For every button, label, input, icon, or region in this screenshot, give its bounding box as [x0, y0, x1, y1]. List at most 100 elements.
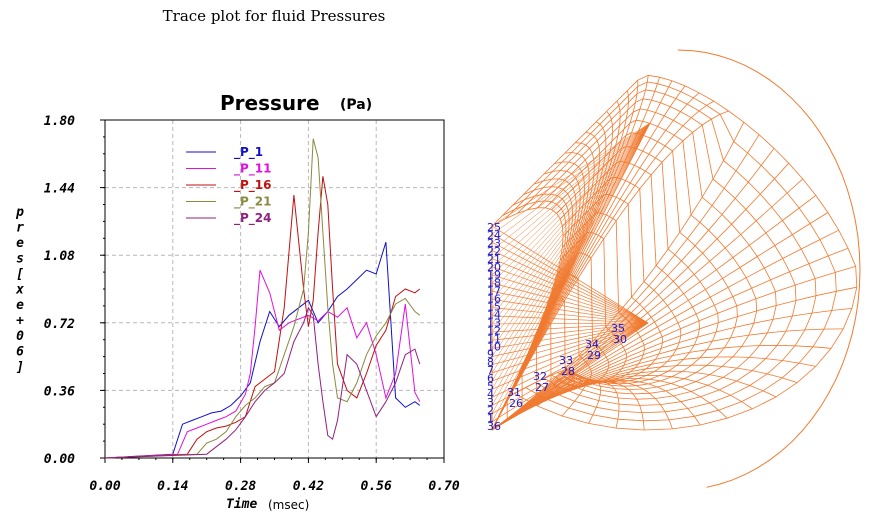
mesh-radial	[491, 122, 651, 325]
mesh-parallel	[528, 98, 797, 406]
mesh-radial	[491, 322, 649, 406]
mesh-radial	[491, 122, 651, 276]
mesh-radial	[491, 322, 649, 398]
mesh-node-label: 10	[487, 340, 501, 353]
mesh-node-label: 13	[487, 316, 501, 329]
mesh-node-label: 9	[487, 348, 494, 361]
y-axis-label-char: 0	[16, 329, 24, 344]
mesh-node-label: 29	[587, 349, 601, 362]
mesh-radial	[491, 299, 649, 324]
mesh-node-label: 33	[559, 354, 573, 367]
mesh-node-label: 27	[535, 381, 549, 394]
mesh-radial	[491, 258, 649, 324]
legend-label: _P_21	[234, 195, 272, 210]
y-axis-label-char: p	[15, 205, 24, 220]
mesh-radial	[491, 250, 649, 324]
mesh-node-label: 17	[487, 285, 501, 298]
mesh-meridian	[491, 134, 760, 431]
mesh-meridian	[491, 85, 686, 431]
mesh-radial	[491, 122, 651, 243]
y-tick-label: 0.36	[44, 384, 75, 399]
legend-label: _P_24	[234, 211, 272, 226]
plot-frame	[104, 119, 445, 459]
mesh-radial	[491, 322, 649, 366]
y-axis-label-char: [	[16, 267, 24, 282]
mesh-radial	[491, 122, 651, 365]
mesh-radial	[491, 122, 651, 406]
mesh-node-label: 12	[487, 324, 501, 337]
mesh-radial	[491, 122, 651, 316]
mesh-radial	[491, 122, 651, 235]
mesh-radial	[491, 122, 651, 292]
y-tick-label: 1.80	[44, 114, 75, 129]
mesh-radial	[491, 322, 649, 374]
mesh-radial	[491, 322, 649, 357]
mesh-node-label: 19	[487, 269, 501, 282]
mesh-node-label: 25	[487, 221, 501, 234]
mesh-node-label: 16	[487, 293, 501, 306]
series-line-p24	[104, 306, 421, 459]
mesh-radial	[491, 122, 651, 374]
mesh-parallel	[491, 74, 858, 431]
mesh-radial	[491, 122, 651, 300]
y-axis-label-char: e	[16, 236, 24, 251]
mesh-node-label: 24	[487, 229, 501, 242]
mesh-radial	[491, 322, 649, 333]
series-line-p1	[104, 241, 421, 459]
mesh-parallel	[551, 132, 738, 390]
mesh-radial	[491, 122, 651, 308]
mesh-diagram: 2524232221201918171615141312111098765432…	[487, 49, 861, 488]
mesh-radial	[491, 122, 651, 357]
y-axis-label-char: x	[15, 283, 24, 298]
y-axis-label-char: ]	[16, 360, 24, 375]
y-axis-label-char: e	[16, 298, 24, 313]
mesh-radial	[491, 307, 649, 324]
mesh-parallel	[556, 252, 610, 387]
mesh-radial	[491, 322, 649, 390]
mesh-node-label: 23	[487, 237, 501, 250]
mesh-radial	[491, 274, 649, 324]
mesh-node-label: 18	[487, 277, 501, 290]
x-tick-label: 0.56	[361, 479, 392, 494]
x-tick-label: 0.00	[89, 479, 120, 494]
mesh-radial	[491, 122, 651, 259]
legend-label: _P_16	[234, 178, 272, 193]
chart-title-unit: (Pa)	[340, 97, 372, 113]
mesh-parallel	[537, 108, 777, 400]
mesh-node-label: 5	[487, 380, 494, 393]
x-tick-label: 0.42	[293, 479, 324, 494]
mesh-radial	[491, 122, 651, 267]
mesh-node-labels: 2524232221201918171615141312111098765432…	[487, 221, 627, 433]
legend-label: _P_11	[234, 162, 272, 177]
mesh-radial	[491, 122, 651, 333]
mesh-node-label: 1	[487, 412, 494, 425]
x-tick-label: 0.14	[157, 479, 188, 494]
mesh-radial	[491, 122, 651, 341]
mesh-radial	[491, 122, 651, 390]
mesh-radial	[491, 122, 651, 382]
mesh-parallel	[556, 145, 719, 387]
mesh-node-label: 8	[487, 356, 494, 369]
mesh-node-label: 15	[487, 301, 501, 314]
mesh-node-label: 30	[613, 333, 627, 346]
mesh-radial	[491, 322, 649, 341]
x-tick-label: 0.28	[225, 479, 256, 494]
mesh-wireframe	[491, 49, 861, 488]
mesh-radial	[491, 122, 651, 284]
series-line-p21	[104, 138, 421, 459]
mesh-radial	[491, 282, 649, 324]
x-tick-label: 0.70	[428, 479, 459, 494]
y-axis-label-char: r	[16, 221, 24, 236]
mesh-parallel	[505, 81, 837, 422]
mesh-node-label: 34	[585, 338, 599, 351]
pressure-chart: 0.00 0.14 0.28 0.42 0.56 0.70 0.00 0.36 0.72 1.08…	[15, 91, 460, 512]
mesh-radial	[491, 322, 649, 382]
mesh-node-label: 32	[533, 370, 547, 383]
legend: _P_1 _P_11_P_16 _P_21_P_24	[186, 145, 272, 226]
mesh-radial	[491, 322, 649, 423]
mesh-node-label: 20	[487, 261, 501, 274]
mesh-radial	[491, 122, 651, 251]
mesh-radial	[491, 122, 651, 422]
grid-layer	[105, 120, 444, 458]
